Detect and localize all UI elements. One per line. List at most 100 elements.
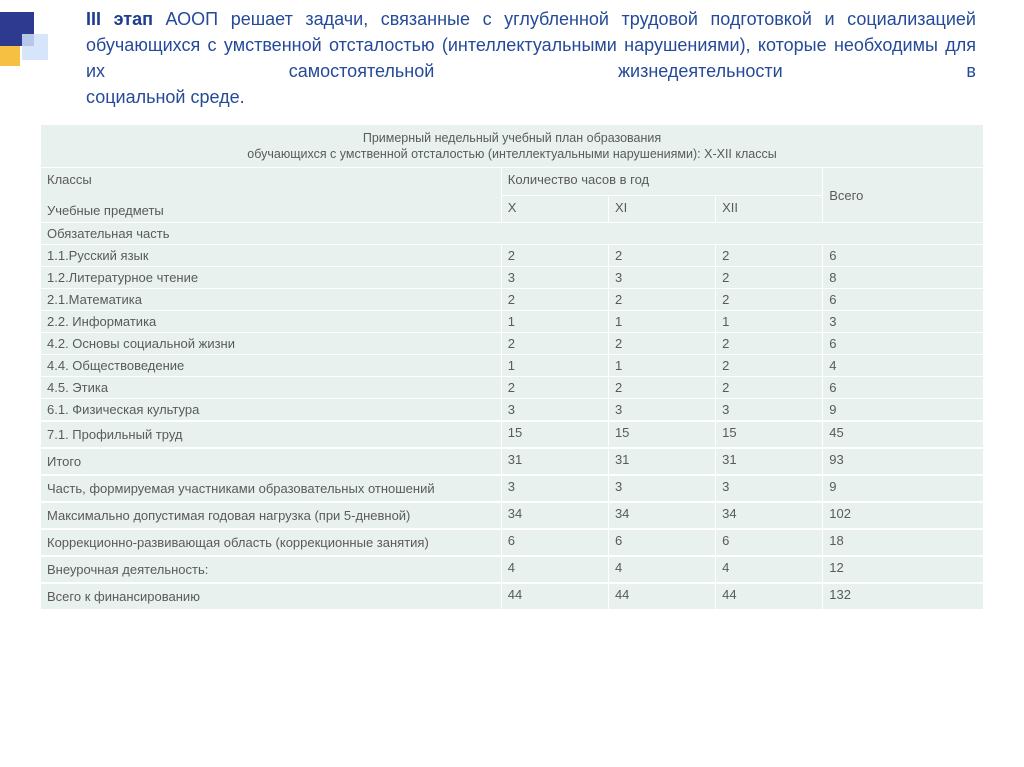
row-xii: 2	[716, 355, 823, 377]
row-x: 6	[501, 529, 608, 556]
row-label: Часть, формируемая участниками образоват…	[41, 475, 502, 502]
row-xi: 2	[608, 289, 715, 311]
row-xii: 2	[716, 267, 823, 289]
row-label: 4.2. Основы социальной жизни	[41, 333, 502, 355]
row-xi: 3	[608, 267, 715, 289]
summary-row: Всего к финансированию444444132	[41, 583, 984, 610]
table-row: 4.5. Этика2226	[41, 377, 984, 399]
row-label: 2.2. Информатика	[41, 311, 502, 333]
stage-label: III этап	[86, 9, 153, 29]
row-x: 4	[501, 556, 608, 583]
section-mandatory: Обязательная часть	[41, 223, 984, 245]
row-total: 6	[823, 333, 984, 355]
row-label: 1.2.Литературное чтение	[41, 267, 502, 289]
row-xi: 15	[608, 421, 715, 448]
row-label: Максимально допустимая годовая нагрузка …	[41, 502, 502, 529]
row-label: Коррекционно-развивающая область (коррек…	[41, 529, 502, 556]
row-x: 2	[501, 333, 608, 355]
row-total: 6	[823, 289, 984, 311]
table-row: 1.2.Литературное чтение3328	[41, 267, 984, 289]
row-total: 8	[823, 267, 984, 289]
table-title-line2: обучающихся с умственной отсталостью (ин…	[41, 147, 984, 168]
row-total: 3	[823, 311, 984, 333]
row-total: 132	[823, 583, 984, 610]
row-xii: 34	[716, 502, 823, 529]
row-xi: 2	[608, 377, 715, 399]
row-total: 6	[823, 245, 984, 267]
row-label: 6.1. Физическая культура	[41, 399, 502, 422]
table-row: 4.4. Обществоведение1124	[41, 355, 984, 377]
row-xii: 3	[716, 399, 823, 422]
row-xii: 2	[716, 289, 823, 311]
row-xi: 44	[608, 583, 715, 610]
header-subjects: Учебные предметы	[47, 203, 495, 218]
row-xii: 6	[716, 529, 823, 556]
table-row: 6.1. Физическая культура3339	[41, 399, 984, 422]
row-total: 102	[823, 502, 984, 529]
row-x: 2	[501, 377, 608, 399]
row-xi: 6	[608, 529, 715, 556]
row-xi: 3	[608, 475, 715, 502]
row-x: 3	[501, 267, 608, 289]
row-xi: 31	[608, 448, 715, 475]
summary-row: Итого31313193	[41, 448, 984, 475]
row-x: 15	[501, 421, 608, 448]
row-label: Итого	[41, 448, 502, 475]
heading-last-line: социальной среде.	[86, 84, 976, 110]
row-xi: 2	[608, 333, 715, 355]
row-xi: 34	[608, 502, 715, 529]
header-col-xii: XII	[716, 195, 823, 223]
row-total: 93	[823, 448, 984, 475]
row-x: 31	[501, 448, 608, 475]
table-row: 2.2. Информатика1113	[41, 311, 984, 333]
table-row: 1.1.Русский язык2226	[41, 245, 984, 267]
row-total: 9	[823, 399, 984, 422]
row-label: 1.1.Русский язык	[41, 245, 502, 267]
table-row: 2.1.Математика2226	[41, 289, 984, 311]
row-xii: 2	[716, 245, 823, 267]
row-xii: 4	[716, 556, 823, 583]
header-hours-group: Количество часов в год	[501, 168, 822, 196]
summary-row: 7.1. Профильный труд15151545	[41, 421, 984, 448]
row-label: 4.5. Этика	[41, 377, 502, 399]
row-total: 12	[823, 556, 984, 583]
header-col-x: X	[501, 195, 608, 223]
row-xii: 2	[716, 333, 823, 355]
row-x: 2	[501, 245, 608, 267]
row-x: 44	[501, 583, 608, 610]
row-xi: 3	[608, 399, 715, 422]
header-classes-subjects: Классы Учебные предметы	[41, 168, 502, 223]
row-x: 2	[501, 289, 608, 311]
row-total: 4	[823, 355, 984, 377]
summary-row: Максимально допустимая годовая нагрузка …	[41, 502, 984, 529]
summary-row: Внеурочная деятельность:44412	[41, 556, 984, 583]
curriculum-table: Примерный недельный учебный план образов…	[40, 124, 984, 610]
row-xii: 15	[716, 421, 823, 448]
heading-block: III этап АООП решает задачи, связанные с…	[0, 0, 1024, 110]
row-x: 3	[501, 475, 608, 502]
row-label: Всего к финансированию	[41, 583, 502, 610]
row-label: 4.4. Обществоведение	[41, 355, 502, 377]
row-xi: 4	[608, 556, 715, 583]
row-xi: 2	[608, 245, 715, 267]
row-x: 34	[501, 502, 608, 529]
row-total: 6	[823, 377, 984, 399]
heading-rest: АООП решает задачи, связанные с углублен…	[86, 9, 976, 81]
row-label: 2.1.Математика	[41, 289, 502, 311]
row-total: 45	[823, 421, 984, 448]
row-xii: 3	[716, 475, 823, 502]
header-col-xi: XI	[608, 195, 715, 223]
corner-decoration	[0, 12, 70, 82]
row-xii: 1	[716, 311, 823, 333]
summary-row: Часть, формируемая участниками образоват…	[41, 475, 984, 502]
row-x: 1	[501, 355, 608, 377]
table-row: 4.2. Основы социальной жизни2226	[41, 333, 984, 355]
row-label: 7.1. Профильный труд	[41, 421, 502, 448]
row-xii: 31	[716, 448, 823, 475]
row-x: 3	[501, 399, 608, 422]
row-xi: 1	[608, 355, 715, 377]
header-total: Всего	[823, 168, 984, 223]
row-x: 1	[501, 311, 608, 333]
row-xii: 2	[716, 377, 823, 399]
summary-row: Коррекционно-развивающая область (коррек…	[41, 529, 984, 556]
